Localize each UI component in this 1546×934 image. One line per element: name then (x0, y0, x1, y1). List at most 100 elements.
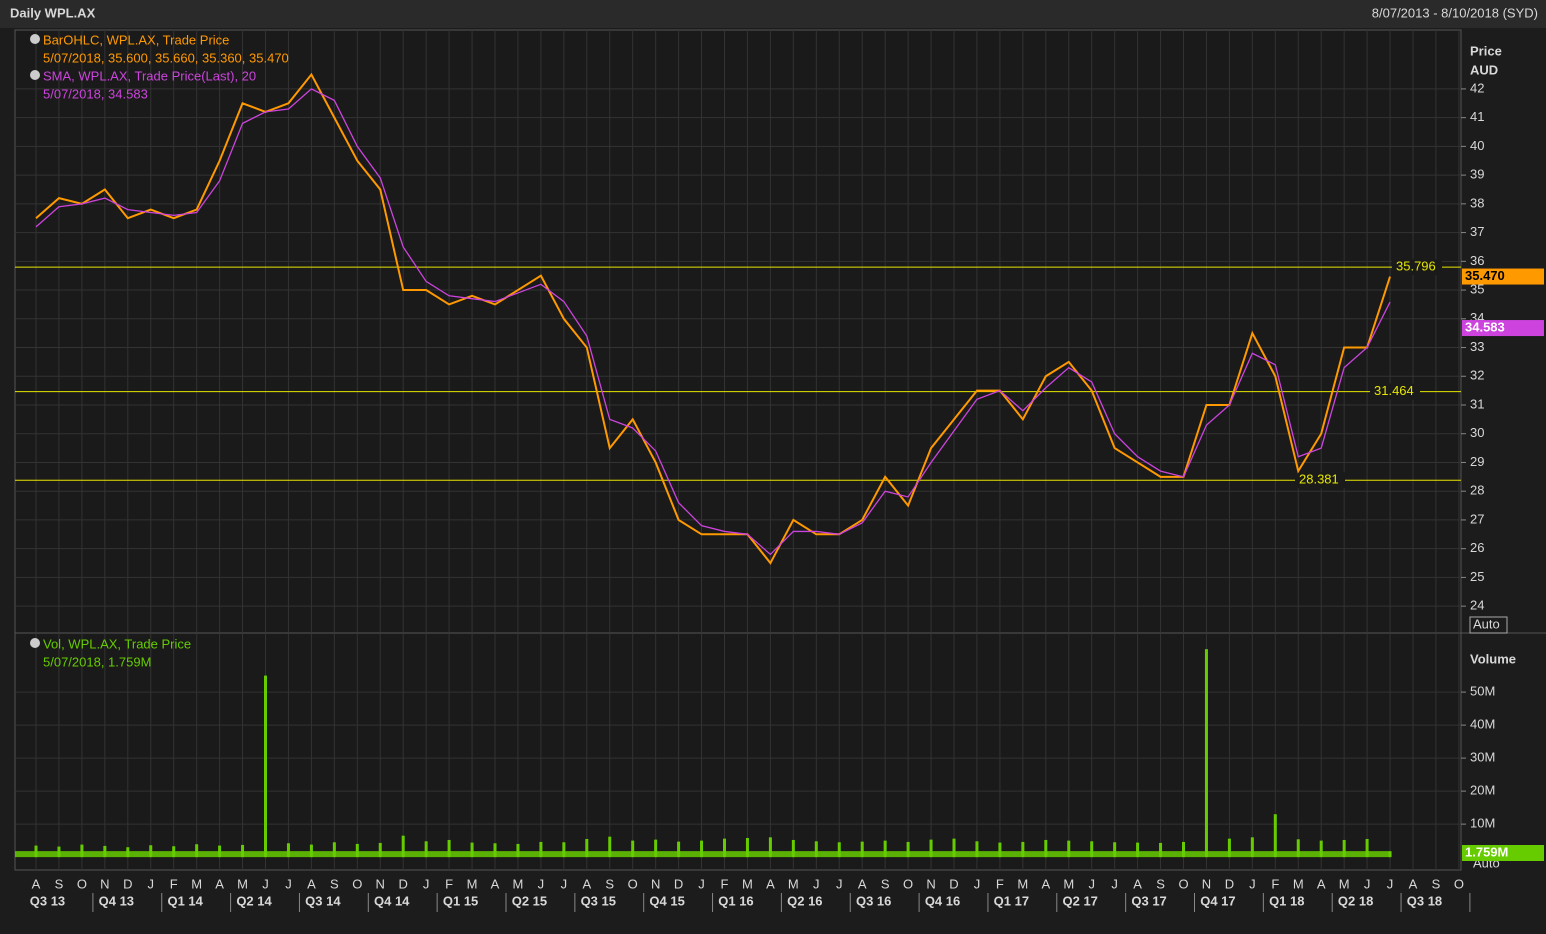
auto-label[interactable]: Auto (1473, 616, 1500, 631)
legend-icon (30, 70, 40, 80)
x-tick-label: J (1111, 876, 1118, 891)
x-tick-label: S (330, 876, 339, 891)
price-line (35, 72, 1392, 565)
price-axis-unit: AUD (1470, 62, 1498, 77)
volume-bar (1204, 649, 1208, 858)
volume-bar (195, 844, 199, 858)
volume-bar (998, 842, 1002, 858)
y-tick-label: 38 (1470, 195, 1484, 210)
auto-button[interactable] (1469, 616, 1508, 634)
volume-bar (1296, 839, 1300, 858)
legend-values: 5/07/2018, 35.600, 35.660, 35.360, 35.47… (43, 50, 289, 65)
header-bar (0, 0, 1546, 28)
y-tick-label: 50M (1470, 684, 1495, 699)
volume-bar (723, 838, 726, 858)
x-tick-label: M (1017, 876, 1028, 891)
x-tick-label: M (1063, 876, 1074, 891)
y-tick-label: 31 (1470, 396, 1484, 411)
x-tick-label: J (561, 876, 568, 891)
volume-bar (1319, 840, 1323, 858)
quarter-label: Q1 15 (443, 893, 478, 908)
y-tick-label: 42 (1470, 80, 1484, 95)
quarter-label: Q2 15 (512, 893, 547, 908)
x-tick-label: J (698, 876, 705, 891)
x-tick-label: A (582, 876, 591, 891)
volume-bar (654, 839, 658, 858)
x-tick-label: D (123, 876, 132, 891)
volume-bar (309, 844, 313, 858)
volume-bar (1113, 842, 1117, 858)
y-tick-label: 30M (1470, 750, 1495, 765)
quarter-label: Q3 17 (1131, 893, 1166, 908)
level-label-bg (1392, 259, 1442, 276)
x-tick-label: A (215, 876, 224, 891)
quarter-label: Q2 16 (787, 893, 822, 908)
volume-bar (952, 838, 956, 858)
quarter-label: Q1 17 (994, 893, 1029, 908)
x-tick-label: D (949, 876, 958, 891)
x-tick-label: M (467, 876, 478, 891)
level-label-bg (1370, 383, 1420, 400)
price-axis-title: Price (1470, 43, 1502, 58)
x-tick-label: J (974, 876, 981, 891)
x-tick-label: F (445, 876, 453, 891)
y-tick-label: 32 (1470, 368, 1484, 383)
x-tick-label: S (55, 876, 64, 891)
x-tick-label: F (721, 876, 729, 891)
x-tick-label: J (262, 876, 269, 891)
legend-values: 5/07/2018, 34.583 (43, 86, 148, 101)
level-label: 35.796 (1396, 259, 1436, 274)
volume-bar (929, 839, 933, 858)
legend-name: Vol, WPL.AX, Trade Price (43, 636, 191, 651)
volume-bar (355, 843, 359, 858)
x-tick-label: M (742, 876, 753, 891)
volume-bar (860, 841, 864, 858)
x-tick-label: N (1202, 876, 1211, 891)
volume-bar (378, 842, 382, 858)
last-value-label: 34.583 (1465, 319, 1505, 334)
volume-bar (608, 836, 612, 858)
x-tick-label: J (538, 876, 545, 891)
quarter-label: Q4 14 (374, 893, 410, 908)
y-tick-label: 24 (1470, 598, 1484, 613)
x-tick-label: M (513, 876, 524, 891)
y-tick-label: 40M (1470, 717, 1495, 732)
x-tick-label: J (836, 876, 843, 891)
y-tick-label: 27 (1470, 511, 1484, 526)
x-tick-label: A (1409, 876, 1418, 891)
quarter-label: Q4 13 (99, 893, 134, 908)
volume-bar (1136, 842, 1140, 858)
volume-bar (493, 843, 497, 858)
x-tick-label: O (1454, 876, 1464, 891)
volume-bar (700, 840, 704, 858)
quarter-label: Q1 18 (1269, 893, 1304, 908)
level-label: 31.464 (1374, 383, 1414, 398)
x-tick-label: M (788, 876, 799, 891)
quarter-label: Q4 16 (925, 893, 960, 908)
y-tick-label: 37 (1470, 224, 1484, 239)
x-tick-label: A (491, 876, 500, 891)
volume-bar (470, 842, 474, 858)
header-range: 8/07/2013 - 8/10/2018 (SYD) (1372, 5, 1538, 20)
quarter-label: Q4 15 (649, 893, 684, 908)
volume-bar (883, 840, 887, 858)
volume-bar (585, 838, 589, 858)
plot-frame (14, 29, 1462, 871)
volume-bar (1021, 841, 1025, 858)
x-tick-label: O (352, 876, 362, 891)
last-value-label: 35.470 (1465, 268, 1505, 283)
x-tick-label: F (170, 876, 178, 891)
volume-bar (791, 839, 795, 858)
x-tick-label: F (1271, 876, 1279, 891)
y-tick-label: 26 (1470, 540, 1484, 555)
volume-bar (975, 841, 979, 858)
volume-bar (80, 844, 84, 858)
x-tick-label: D (399, 876, 408, 891)
x-tick-label: S (605, 876, 614, 891)
y-tick-label: 10M (1470, 816, 1495, 831)
x-tick-label: A (766, 876, 775, 891)
x-tick-label: J (1364, 876, 1371, 891)
legend-values: 5/07/2018, 1.759M (43, 654, 151, 669)
x-tick-label: A (858, 876, 867, 891)
volume-bar (447, 839, 451, 858)
